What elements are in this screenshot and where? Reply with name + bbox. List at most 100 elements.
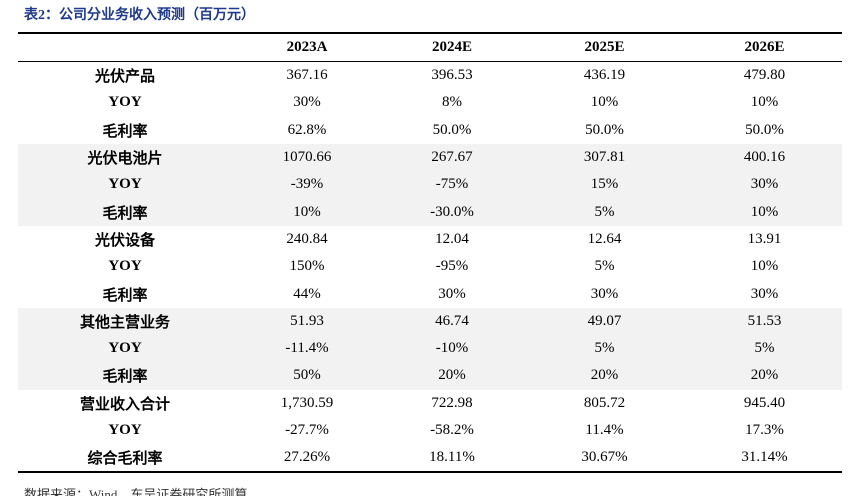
cell: 10%: [750, 94, 779, 111]
cell: 307.81: [522, 143, 687, 172]
table-row: 毛利率 44% 30% 30% 30%: [18, 280, 842, 307]
table-row: 光伏电池片 1070.66 267.67 307.81 400.16: [18, 143, 842, 172]
row-label: 其他主营业务: [18, 307, 232, 335]
cell: -11.4%: [232, 334, 382, 363]
cell: -39%: [232, 171, 382, 199]
cell: 50.0%: [432, 121, 472, 138]
cell: 5%: [687, 334, 842, 363]
row-label: 光伏电池片: [18, 143, 232, 172]
table-row: 营业收入合计 1,730.59 722.98 805.72 945.40: [18, 390, 842, 417]
header-cell: [18, 33, 232, 62]
cell: 30%: [438, 285, 466, 302]
table-row: 光伏产品 367.16 396.53 436.19 479.80: [18, 62, 842, 90]
cell: -27.7%: [285, 422, 329, 438]
table-title: 表2：公司分业务收入预测（百万元）: [24, 8, 255, 23]
table-row: 毛利率 10% -30.0% 5% 10%: [18, 198, 842, 226]
cell: 10%: [590, 94, 619, 111]
cell: 805.72: [583, 394, 626, 411]
cell: 12.04: [435, 230, 469, 247]
cell: 436.19: [583, 67, 626, 84]
cell: 31.14%: [741, 449, 788, 466]
table-body: 光伏产品 367.16 396.53 436.19 479.80 YOY 30% 8% 10% 1…: [18, 62, 842, 473]
cell: 5%: [522, 334, 687, 363]
row-label: YOY: [108, 258, 142, 275]
cell: 479.80: [743, 67, 786, 84]
table-row: 光伏设备 240.84 12.04 12.64 13.91: [18, 226, 842, 253]
cell: 396.53: [431, 67, 473, 84]
cell: 150%: [289, 258, 325, 275]
table-row: YOY -39% -75% 15% 30%: [18, 171, 842, 199]
row-label: 营业收入合计: [79, 396, 170, 413]
source-note: 数据来源：Wind，东吴证券研究所测算: [24, 487, 248, 496]
cell: 13.91: [747, 230, 782, 247]
header-cell: 2025E: [522, 33, 687, 62]
header-cell: 2026E: [687, 33, 842, 62]
table-row: YOY -11.4% -10% 5% 5%: [18, 334, 842, 363]
row-label: 光伏设备: [94, 232, 155, 249]
cell: 1,730.59: [280, 394, 334, 411]
cell: 1070.66: [232, 143, 382, 172]
cell: 5%: [594, 258, 615, 275]
row-label: 光伏产品: [94, 69, 155, 86]
cell: 51.93: [232, 307, 382, 335]
row-label: YOY: [108, 94, 142, 111]
table-row: 毛利率 62.8% 50.0% 50.0% 50.0%: [18, 117, 842, 144]
cell: 50%: [232, 362, 382, 390]
row-label: 综合毛利率: [87, 451, 163, 468]
cell: 240.84: [286, 230, 328, 247]
cell: 10%: [232, 198, 382, 226]
cell: 5%: [522, 198, 687, 226]
forecast-table: 2023A 2024E 2025E 2026E 光伏产品 367.16 396.53 436…: [18, 32, 842, 474]
cell: 20%: [687, 362, 842, 390]
row-label: YOY: [18, 171, 232, 199]
table-row: YOY 30% 8% 10% 10%: [18, 89, 842, 116]
row-label: YOY: [108, 422, 142, 438]
header-cell: 2024E: [382, 33, 522, 62]
cell: 30%: [293, 94, 321, 111]
cell: 10%: [687, 198, 842, 226]
cell: 62.8%: [287, 121, 327, 138]
header-cell: 2023A: [232, 33, 382, 62]
row-label: YOY: [18, 334, 232, 363]
cell: 945.40: [743, 394, 786, 411]
cell: 17.3%: [745, 422, 784, 438]
cell: 44%: [293, 285, 321, 302]
table-row: 综合毛利率 27.26% 18.11% 30.67% 31.14%: [18, 444, 842, 472]
cell: 8%: [442, 94, 462, 111]
cell: 267.67: [382, 143, 522, 172]
table-row: 毛利率 50% 20% 20% 20%: [18, 362, 842, 390]
cell: -10%: [382, 334, 522, 363]
cell: 367.16: [286, 67, 328, 84]
cell: 30%: [687, 171, 842, 199]
table-row: YOY -27.7% -58.2% 11.4% 17.3%: [18, 417, 842, 444]
cell: -95%: [435, 258, 469, 275]
cell: 50.0%: [585, 121, 624, 138]
table-row: 其他主营业务 51.93 46.74 49.07 51.53: [18, 307, 842, 335]
row-label: 毛利率: [102, 287, 148, 304]
cell: 15%: [522, 171, 687, 199]
cell: 722.98: [431, 394, 473, 411]
cell: 20%: [522, 362, 687, 390]
cell: 51.53: [687, 307, 842, 335]
cell: 11.4%: [585, 422, 624, 438]
row-label: 毛利率: [102, 123, 148, 140]
row-label: 毛利率: [18, 362, 232, 390]
table-row: YOY 150% -95% 5% 10%: [18, 253, 842, 280]
header-row: 2023A 2024E 2025E 2026E: [18, 33, 842, 62]
cell: 46.74: [382, 307, 522, 335]
cell: 30.67%: [581, 449, 628, 466]
cell: 30%: [750, 285, 779, 302]
cell: -30.0%: [382, 198, 522, 226]
cell: 20%: [382, 362, 522, 390]
cell: 30%: [590, 285, 619, 302]
cell: 10%: [750, 258, 779, 275]
cell: -58.2%: [430, 422, 474, 438]
cell: 49.07: [522, 307, 687, 335]
cell: 50.0%: [745, 121, 784, 138]
cell: 400.16: [687, 143, 842, 172]
cell: 12.64: [587, 230, 622, 247]
row-label: 毛利率: [18, 198, 232, 226]
cell: 18.11%: [429, 449, 475, 466]
cell: -75%: [382, 171, 522, 199]
